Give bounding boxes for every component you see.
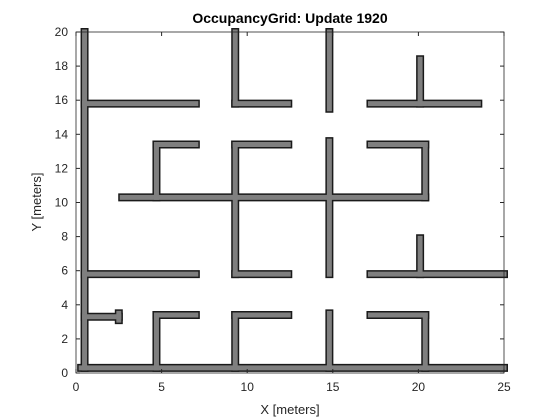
x-tick-label: 5 [158,380,165,394]
x-tick-label: 20 [412,380,426,394]
x-tick-label: 15 [326,380,340,394]
y-tick-label: 4 [61,298,68,312]
y-tick-label: 18 [55,59,69,73]
y-tick-label: 14 [55,127,69,141]
map-area [76,28,508,373]
y-tick-label: 16 [55,93,69,107]
x-tick-label: 25 [497,380,511,394]
y-tick-label: 10 [55,196,69,210]
y-tick-label: 8 [61,230,68,244]
chart-title: OccupancyGrid: Update 1920 [192,10,388,26]
y-axis-label: Y [meters] [29,172,44,231]
x-tick-label: 0 [73,380,80,394]
free-space [76,32,504,373]
y-tick-label: 2 [61,332,68,346]
y-tick-label: 0 [61,366,68,380]
x-axis: 0 5 10 15 20 25 [73,32,511,394]
x-axis-label: X [meters] [260,402,319,417]
y-tick-label: 12 [55,161,69,175]
y-tick-label: 6 [61,264,68,278]
y-tick-label: 20 [55,25,69,39]
y-axis: 0 2 4 6 8 10 12 14 16 18 20 [55,25,504,380]
x-tick-label: 10 [241,380,255,394]
